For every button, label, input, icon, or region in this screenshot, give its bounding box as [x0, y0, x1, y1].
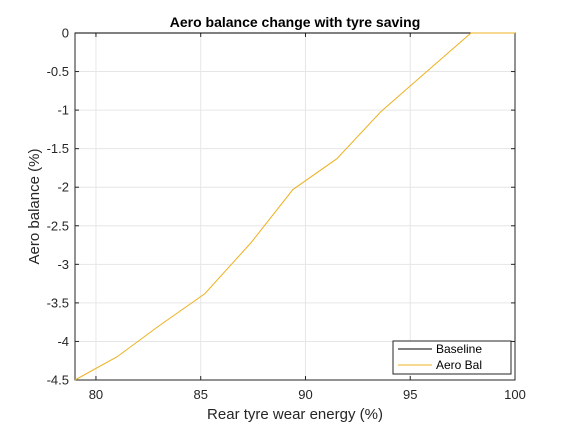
series-layer — [74, 32, 515, 381]
x-tick-label: 85 — [193, 387, 207, 402]
x-tick-label: 100 — [504, 387, 526, 402]
x-axis-label: Rear tyre wear energy (%) — [207, 406, 383, 423]
y-tick-label: -4.5 — [47, 373, 69, 388]
y-tick-label: -4 — [57, 334, 69, 349]
y-tick-label: -2 — [57, 180, 69, 195]
y-tick-label: -1 — [57, 103, 69, 118]
x-tick-label: 95 — [403, 387, 417, 402]
y-tick-label: -0.5 — [47, 64, 69, 79]
y-tick-label: -3 — [57, 257, 69, 272]
legend-baseline-label: Baseline — [436, 342, 482, 356]
legend-aero-bal-label: Aero Bal — [436, 358, 482, 372]
y-tick-label: 0 — [62, 26, 69, 41]
y-axis-label: Aero balance (%) — [26, 149, 43, 265]
x-tick-label: 80 — [89, 387, 103, 402]
legend: Baseline Aero Bal — [392, 340, 512, 375]
x-tick-label: 90 — [298, 387, 312, 402]
y-tick-label: -3.5 — [47, 295, 69, 310]
y-tick-label: -2.5 — [47, 218, 69, 233]
legend-box — [392, 340, 512, 375]
series-line-aero-bal — [74, 32, 515, 381]
chart-title: Aero balance change with tyre saving — [170, 14, 421, 30]
ticks-layer: 80 85 90 95 100 0 -0.5 -1 -1.5 -2 -2.5 -3 -3.5 -4 -4.5 — [47, 26, 526, 403]
y-tick-label: -1.5 — [47, 141, 69, 156]
